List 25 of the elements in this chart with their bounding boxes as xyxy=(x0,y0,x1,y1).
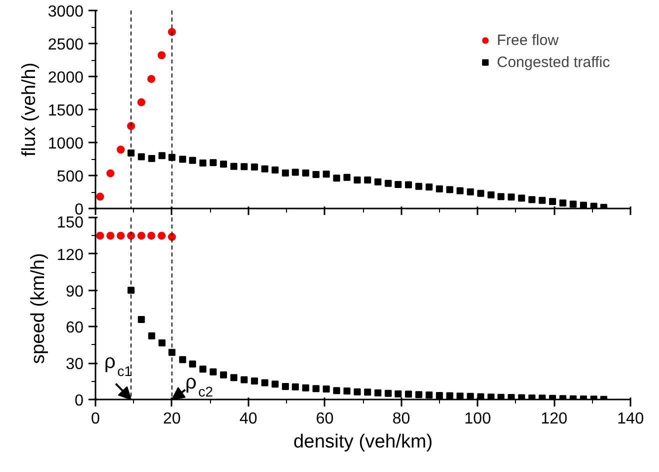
x-tick-label: 20 xyxy=(163,410,181,428)
y-tick-label: 1000 xyxy=(48,136,84,152)
x-tick-label: 120 xyxy=(540,410,568,428)
y-tick-label: 2000 xyxy=(48,70,84,86)
x-axis-title: density (veh/km) xyxy=(293,432,433,452)
y-tick-label: 500 xyxy=(56,168,84,186)
y-tick-label: 30 xyxy=(66,356,84,374)
x-tick-label: 140 xyxy=(617,410,644,428)
y-tick-label: 150 xyxy=(56,214,84,232)
y-tick-label: 1500 xyxy=(48,102,84,120)
x-tick-label: 80 xyxy=(392,410,410,428)
y-tick-label: 3000 xyxy=(48,4,84,20)
y-tick-label: 0 xyxy=(74,392,84,410)
x-tick-label: 0 xyxy=(91,410,100,428)
legend-label: Congested traffic xyxy=(496,54,610,70)
y-axis-title: flux (veh/h) xyxy=(18,62,40,156)
y-tick-label: 2500 xyxy=(48,36,84,54)
y-tick-label: 120 xyxy=(56,246,84,264)
y-axis-title: speed (km/h) xyxy=(28,253,49,364)
x-tick-label: 100 xyxy=(464,410,492,428)
x-tick-label: 60 xyxy=(316,410,334,428)
y-tick-label: 90 xyxy=(66,283,84,300)
y-tick-label: 60 xyxy=(66,320,84,337)
x-tick-label: 40 xyxy=(239,410,258,428)
legend-label: Free flow xyxy=(496,32,559,48)
